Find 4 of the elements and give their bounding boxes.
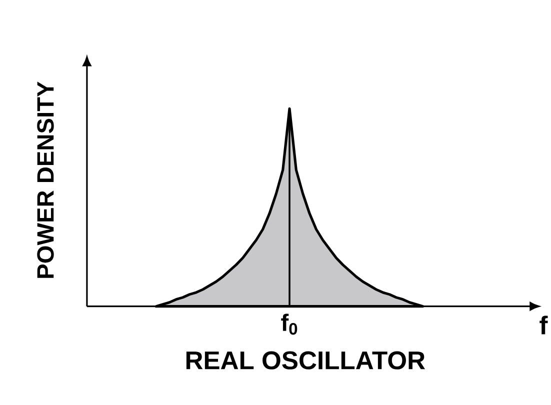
x-axis-title: f xyxy=(540,316,548,334)
text: REAL OSCILLATOR xyxy=(186,351,426,370)
text: f$_{0}$ xyxy=(281,314,298,335)
y-axis-title: POWER DENSITY xyxy=(37,82,54,278)
